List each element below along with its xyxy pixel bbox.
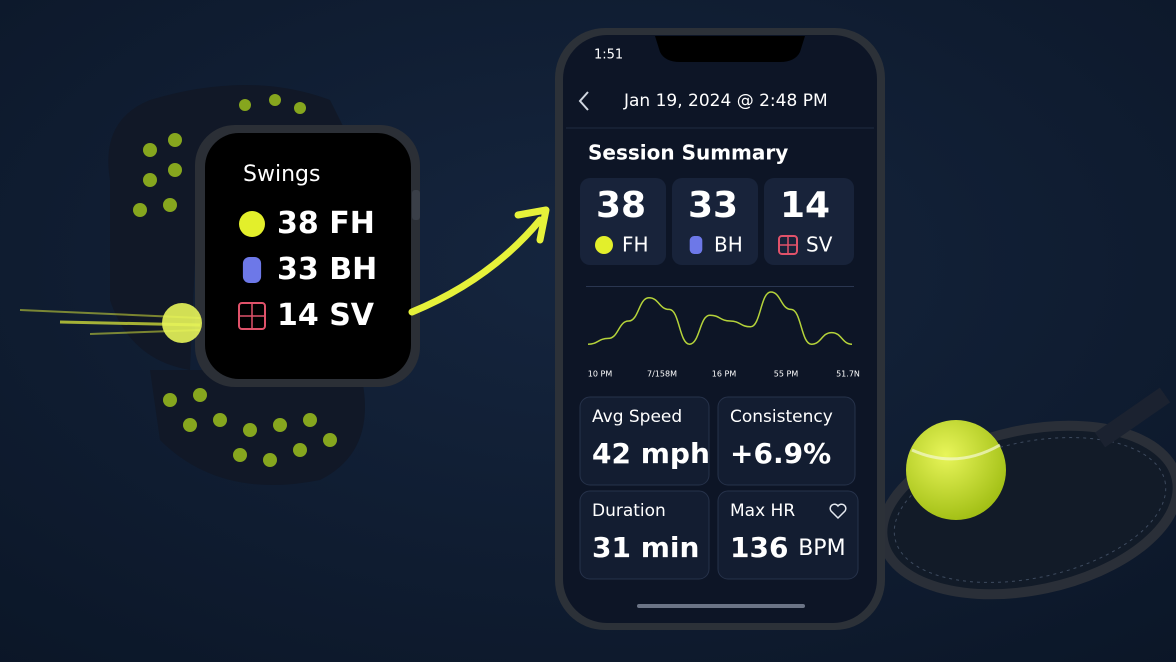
tile-count: 33 — [688, 185, 738, 226]
metric-number: 31 — [592, 531, 631, 564]
swing-count: 38 — [277, 206, 319, 241]
tile-label: SV — [806, 233, 833, 257]
metric-value: 42 mph — [592, 437, 710, 470]
grid-icon-lines — [779, 236, 797, 254]
metric-label: Duration — [592, 501, 666, 521]
session-line — [587, 291, 853, 345]
watch-row: 38 FH — [277, 206, 375, 241]
metric-card — [579, 490, 710, 580]
time-label: 51.7N — [836, 370, 860, 379]
metric-card — [717, 490, 859, 580]
section-title: Session Summary — [588, 141, 788, 165]
header-date: Jan 19, 2024 @ 2:48 PM — [623, 91, 828, 111]
metric-value: 31 min — [592, 531, 699, 564]
time-label: 10 PM — [588, 370, 613, 379]
tile-count: 14 — [780, 185, 830, 226]
hand-icon — [689, 236, 703, 254]
tile-count: 38 — [596, 185, 646, 226]
summary-tile — [764, 178, 854, 265]
tennis-ball — [906, 420, 1006, 520]
metric-label: Max HR — [730, 501, 795, 521]
metric-unit: BPM — [798, 536, 845, 561]
swing-type: FH — [329, 206, 375, 241]
metric-number: 42 — [592, 437, 631, 470]
metric-label: Avg Speed — [592, 407, 682, 427]
swing-count: 33 — [277, 252, 319, 287]
watch-title: Swings — [243, 162, 320, 187]
grid-icon-lines — [239, 303, 265, 329]
swing-type: SV — [329, 298, 375, 333]
metric-card — [579, 396, 710, 486]
metric-value: +6.9% — [730, 437, 831, 470]
watch — [108, 85, 420, 485]
watch-row: 33 BH — [277, 252, 377, 287]
swing-count: 14 — [277, 298, 319, 333]
metric-number: 136 — [730, 531, 788, 564]
metric-number: +6.9% — [730, 437, 831, 470]
motion-streak — [19, 206, 550, 335]
tile-label: FH — [622, 233, 649, 257]
ball-icon — [239, 211, 265, 237]
swing-type: BH — [329, 252, 377, 287]
hand-icon — [242, 257, 262, 283]
ball-icon — [595, 236, 613, 254]
watch-row: 14 SV — [277, 298, 375, 333]
metric-label: Consistency — [730, 407, 833, 427]
status-time: 1:51 — [594, 48, 623, 63]
heart-icon — [829, 503, 847, 520]
metric-unit: min — [641, 531, 700, 564]
tile-label: BH — [714, 233, 743, 257]
time-label: 16 PM — [712, 370, 737, 379]
time-label: 7/158M — [647, 370, 677, 379]
metric-card — [717, 396, 856, 486]
metric-value: 136 BPM — [730, 531, 846, 564]
metric-unit: mph — [641, 437, 710, 470]
time-label: 55 PM — [774, 370, 799, 379]
